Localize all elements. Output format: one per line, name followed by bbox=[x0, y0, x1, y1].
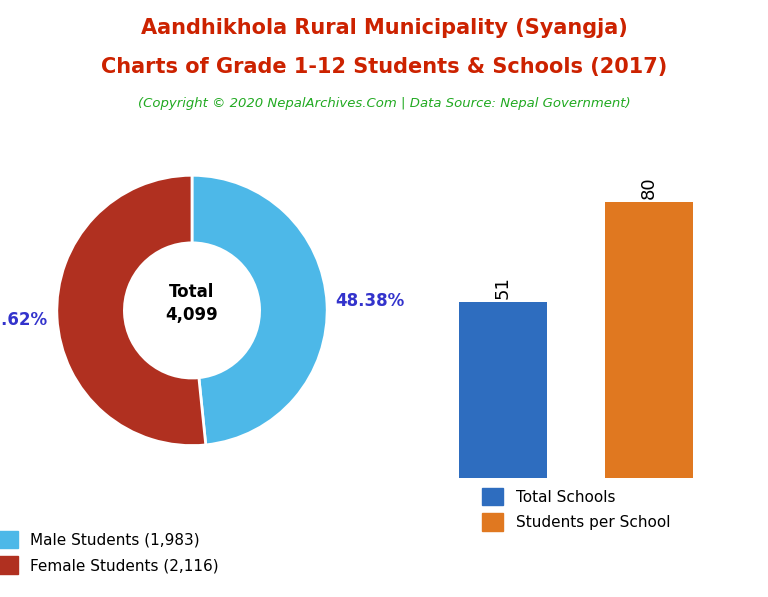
Bar bbox=[459, 302, 547, 478]
Text: Total
4,099: Total 4,099 bbox=[166, 283, 218, 325]
Text: 80: 80 bbox=[641, 177, 658, 199]
Legend: Male Students (1,983), Female Students (2,116): Male Students (1,983), Female Students (… bbox=[0, 525, 224, 580]
Text: Charts of Grade 1-12 Students & Schools (2017): Charts of Grade 1-12 Students & Schools … bbox=[101, 57, 667, 77]
Text: Aandhikhola Rural Municipality (Syangja): Aandhikhola Rural Municipality (Syangja) bbox=[141, 18, 627, 38]
Text: 51: 51 bbox=[494, 276, 511, 299]
Text: (Copyright © 2020 NepalArchives.Com | Data Source: Nepal Government): (Copyright © 2020 NepalArchives.Com | Da… bbox=[137, 97, 631, 110]
Text: 51.62%: 51.62% bbox=[0, 310, 48, 328]
Wedge shape bbox=[57, 176, 206, 445]
Bar bbox=[605, 202, 693, 478]
Wedge shape bbox=[192, 176, 327, 445]
Legend: Total Schools, Students per School: Total Schools, Students per School bbox=[476, 482, 676, 537]
Text: 48.38%: 48.38% bbox=[336, 293, 405, 310]
